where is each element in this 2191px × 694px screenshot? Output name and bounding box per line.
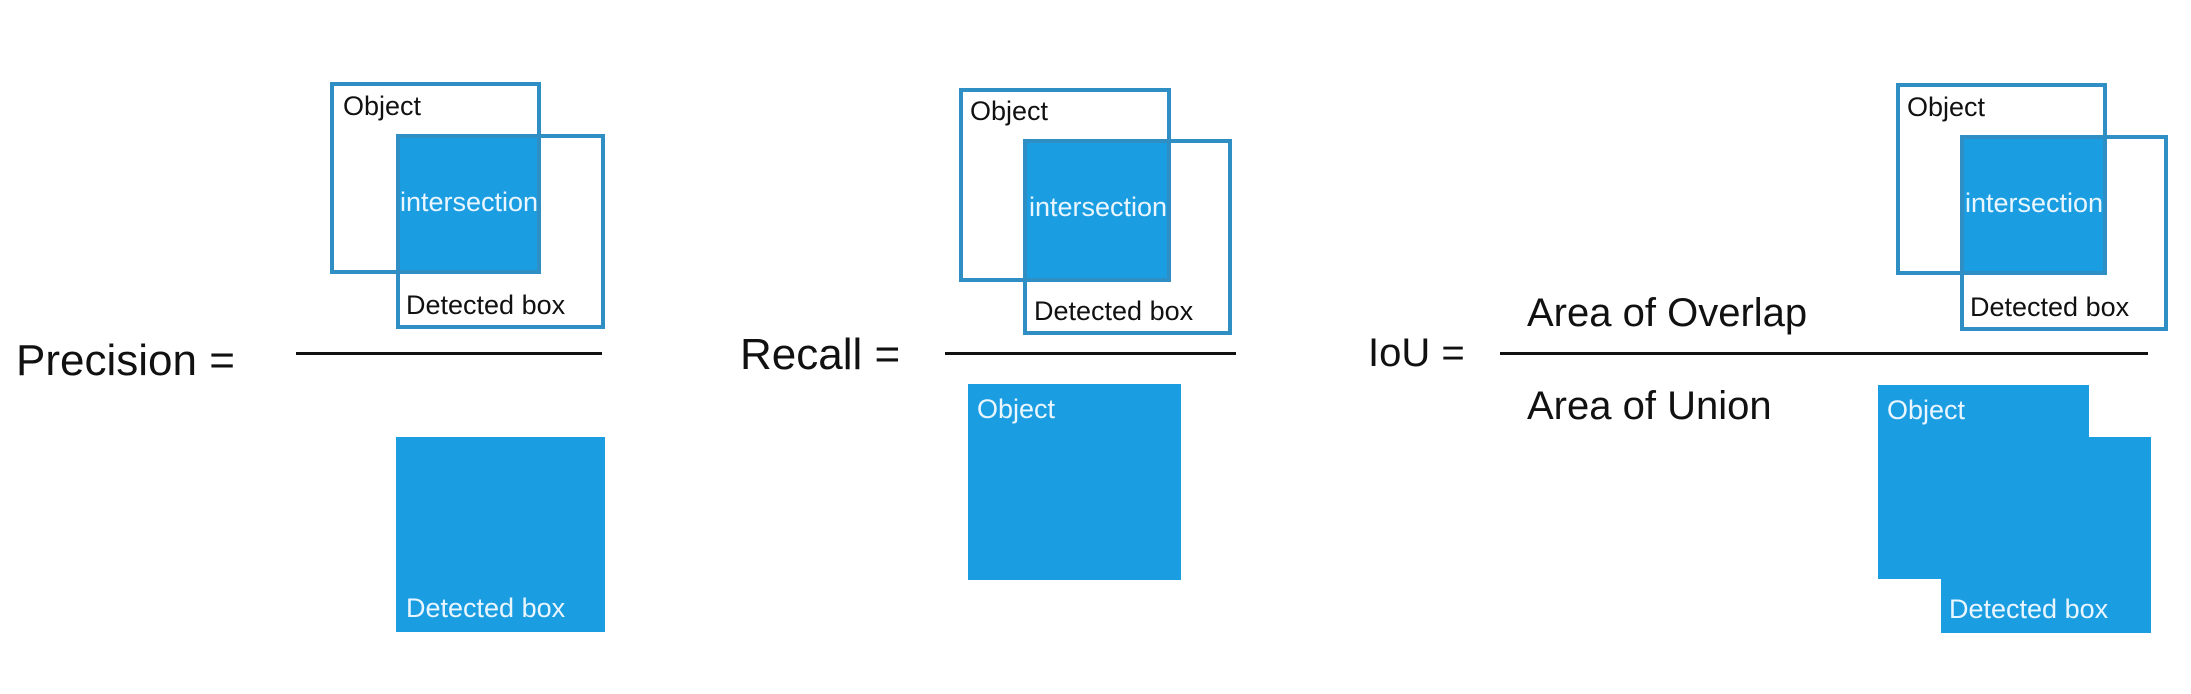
detected-box-label: Detected box	[1970, 292, 2130, 322]
intersection-area	[396, 134, 541, 274]
object-label: Object	[977, 394, 1056, 424]
precision-fraction-line	[296, 352, 602, 355]
iou-fraction-line	[1500, 352, 2148, 355]
intersection-label: intersection	[1965, 188, 2104, 218]
precision-formula: Precision = Object intersection Detected…	[0, 0, 640, 694]
iou-denominator-text: Area of Union	[1527, 384, 1772, 428]
object-label: Object	[1907, 92, 1986, 122]
detected-box-filled: Detected box	[396, 437, 605, 632]
iou-label: IoU =	[1368, 331, 1465, 375]
recall-fraction-line	[945, 352, 1236, 355]
detected-box-filled: Detected box	[1941, 437, 2151, 633]
recall-label: Recall =	[740, 330, 901, 379]
object-label: Object	[970, 96, 1049, 126]
recall-formula: Recall = Object intersection Detected bo…	[740, 88, 1236, 580]
intersection-area	[1023, 139, 1171, 282]
intersection-area	[1960, 135, 2107, 275]
intersection-label: intersection	[1029, 192, 1168, 222]
detected-box-label: Detected box	[1949, 594, 2109, 624]
object-box-outline	[959, 88, 1171, 282]
object-label: Object	[1887, 395, 1966, 425]
detected-box-label: Detected box	[406, 593, 566, 623]
detected-box-outline	[1960, 135, 2168, 331]
object-label: Object	[343, 91, 422, 121]
detected-box-outline	[396, 134, 605, 329]
detected-box-label: Detected box	[406, 290, 566, 320]
iou-numerator-text: Area of Overlap	[1527, 291, 1808, 335]
object-box-outline	[1896, 83, 2107, 275]
intersection-label: intersection	[400, 187, 539, 217]
object-box-outline	[330, 82, 541, 274]
detected-box-outline	[1023, 139, 1232, 335]
precision-label: Precision =	[16, 336, 235, 385]
detected-box-label: Detected box	[1034, 296, 1194, 326]
object-box-filled: Object	[968, 384, 1181, 580]
